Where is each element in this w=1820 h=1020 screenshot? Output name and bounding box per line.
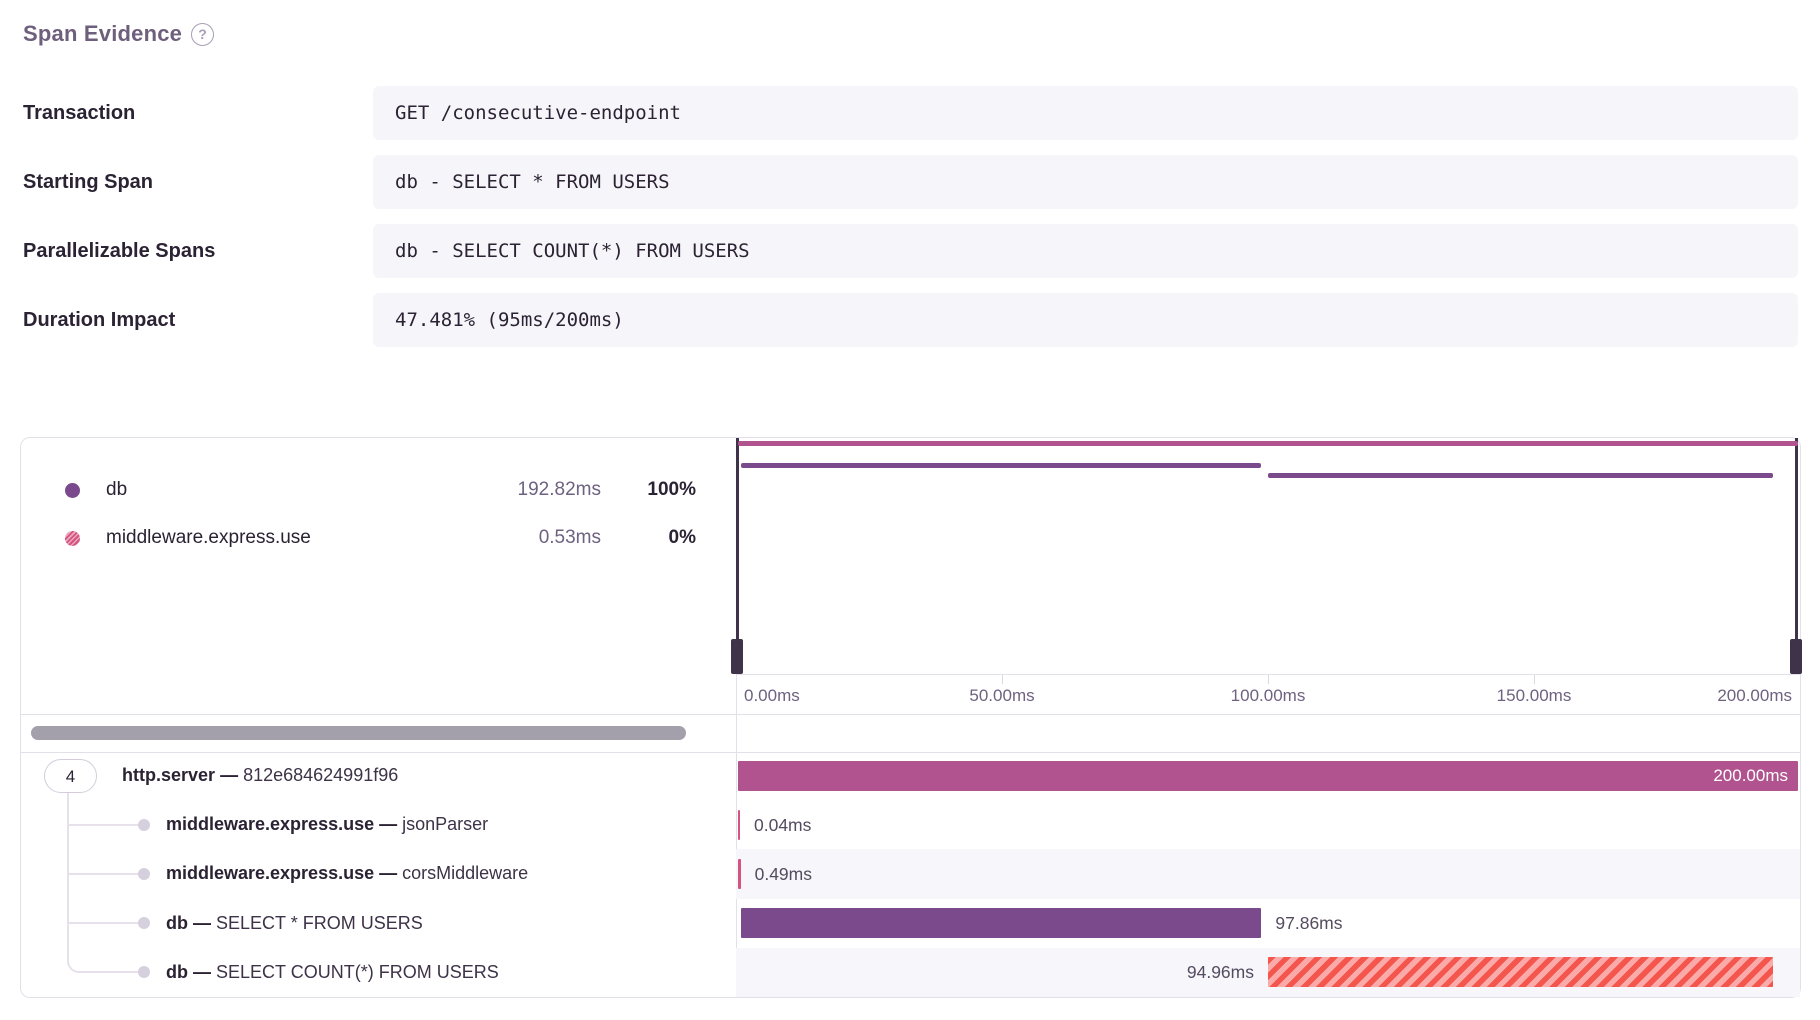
span-row-label: middleware.express.use — jsonParser [166,814,489,835]
tree-node-dot-icon [138,917,150,930]
span-description: SELECT * FROM USERS [216,912,423,933]
evidence-label: Transaction [23,102,136,124]
legend-duration: 192.82ms [517,479,601,500]
minimap-span-line [1268,473,1774,478]
legend-duration: 0.53ms [538,527,601,548]
span-description: jsonParser [402,814,489,835]
span-duration-label: 0.49ms [754,863,812,884]
minimap-span-line [740,463,1262,468]
span-row-label: db — SELECT COUNT(*) FROM USERS [166,961,499,982]
evidence-label: Duration Impact [23,309,176,331]
evidence-value: GET /consecutive-endpoint [395,102,681,124]
span-tree-row[interactable]: middleware.express.use — corsMiddleware 0… [21,849,1800,899]
span-op: middleware.express.use [166,863,375,884]
middleware-swatch-icon [65,531,80,546]
span-row-label: http.server — 812e684624991f96 [122,765,399,785]
axis-tick-label: 200.00ms [1717,686,1792,705]
span-description: 812e684624991f96 [243,765,399,785]
tree-connector-horizontal [69,872,138,875]
evidence-row: Transaction GET /consecutive-endpoint [0,86,1820,140]
tree-connector-vertical [67,793,93,974]
tree-node-dot-icon [138,867,150,880]
legend-percent: 100% [647,479,696,500]
evidence-row: Parallelizable Spans db - SELECT COUNT(*)… [0,224,1820,278]
minimap-right-handle-line[interactable] [1795,438,1798,674]
minimap-left-handle-line[interactable] [736,438,739,674]
tree-connector-horizontal [69,922,138,925]
axis-tick-label: 150.00ms [1496,686,1572,705]
span-tree-row[interactable]: 4 http.server — 812e684624991f96 200.00ms [21,751,1800,800]
axis-tick-mark [1268,675,1269,684]
legend-item: middleware.express.use 0.53ms 0% [21,522,736,554]
tree-node-dot-icon [138,966,150,979]
evidence-row: Duration Impact 47.481% (95ms/200ms) [0,293,1820,347]
span-op: db [166,961,188,982]
span-bar[interactable] [740,908,1262,939]
span-bar[interactable] [738,809,740,840]
scrollbar-thumb[interactable] [31,726,686,740]
trace-minimap[interactable] [731,438,1802,674]
help-icon[interactable]: ? [191,22,215,46]
evidence-value-box: 47.481% (95ms/200ms) [373,293,1798,347]
axis-tick-label: 0.00ms [744,686,800,705]
page-title-text: Span Evidence [23,21,183,46]
evidence-value-box: db - SELECT * FROM USERS [373,155,1798,209]
evidence-label: Starting Span [23,171,154,193]
span-op: http.server [122,765,216,785]
evidence-value-box: db - SELECT COUNT(*) FROM USERS [373,224,1798,278]
evidence-value: db - SELECT * FROM USERS [395,171,670,193]
db-swatch-icon [65,483,80,498]
axis-tick-mark [1002,675,1003,684]
span-row-label: db — SELECT * FROM USERS [166,912,423,933]
row-stripe-background [736,849,1800,899]
span-description: SELECT COUNT(*) FROM USERS [216,961,499,982]
span-op: db [166,912,188,933]
page-title: Span Evidence ? [23,21,215,47]
minimap-span-line [738,441,1798,446]
span-duration-label: 94.96ms [1186,962,1254,983]
span-bar[interactable] [738,858,741,889]
span-duration-label: 97.86ms [1275,913,1343,934]
legend-op-label: middleware.express.use [106,527,311,548]
minimap-right-grip[interactable] [1790,639,1802,674]
span-bar[interactable] [1268,957,1774,988]
span-duration-label: 200.00ms [1713,765,1788,785]
evidence-label: Parallelizable Spans [23,240,216,262]
evidence-value: db - SELECT COUNT(*) FROM USERS [395,240,750,262]
span-tree-row[interactable]: middleware.express.use — jsonParser 0.04m… [21,800,1800,849]
tree-connector-horizontal [69,823,138,826]
span-tree-row[interactable]: db — SELECT * FROM USERS 97.86ms [21,899,1800,948]
trace-panel: db 192.82ms 100% middleware.express.use 0.53… [20,437,1802,998]
span-row-label: middleware.express.use — corsMiddleware [166,863,529,884]
time-axis: 0.00ms 50.00ms 100.00ms 150.00ms 200.00ms [736,674,1800,715]
axis-tick-mark [1534,675,1535,684]
legend-item: db 192.82ms 100% [21,474,736,506]
evidence-value: 47.481% (95ms/200ms) [395,309,624,331]
horizontal-scrollbar [21,714,1800,753]
column-divider [736,438,737,997]
axis-tick-label: 100.00ms [1230,686,1306,705]
children-count-badge[interactable]: 4 [44,758,97,793]
tree-connector-horizontal [91,971,138,974]
span-duration-label: 0.04ms [754,814,812,835]
axis-tick-label: 50.00ms [969,686,1035,705]
legend-percent: 0% [668,527,696,548]
span-op: middleware.express.use [166,814,375,835]
legend-op-label: db [106,479,128,500]
minimap-left-grip[interactable] [731,639,743,674]
span-bar[interactable]: 200.00ms [738,760,1798,791]
span-description: corsMiddleware [402,863,529,884]
span-tree-row[interactable]: db — SELECT COUNT(*) FROM USERS 94.96ms [21,947,1800,997]
tree-node-dot-icon [138,818,150,831]
evidence-value-box: GET /consecutive-endpoint [373,86,1798,140]
evidence-row: Starting Span db - SELECT * FROM USERS [0,155,1820,209]
